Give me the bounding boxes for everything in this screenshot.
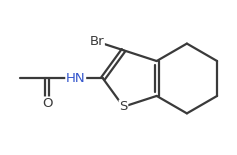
Text: Br: Br: [90, 35, 104, 48]
Text: O: O: [42, 97, 52, 110]
Text: HN: HN: [66, 72, 86, 85]
Text: S: S: [119, 100, 128, 113]
